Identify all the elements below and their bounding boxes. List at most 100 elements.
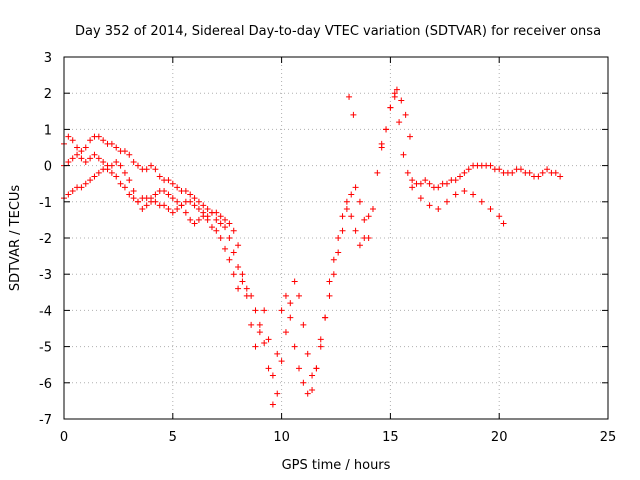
x-tick-label: 5 (169, 430, 177, 445)
y-tick-label: -2 (39, 232, 52, 247)
y-tick-label: -7 (39, 413, 52, 428)
data-point (226, 220, 233, 227)
data-point (322, 314, 329, 321)
data-point (182, 209, 189, 216)
data-point (274, 390, 281, 397)
data-point (148, 162, 155, 169)
x-tick-label: 10 (273, 430, 290, 445)
data-point (269, 401, 276, 408)
data-point (126, 151, 133, 158)
data-point (417, 180, 424, 187)
data-point (304, 350, 311, 357)
data-point (235, 242, 242, 249)
data-point (326, 278, 333, 285)
data-point (91, 173, 98, 180)
y-tick-label: 1 (44, 123, 52, 138)
data-point (243, 292, 250, 299)
data-point (130, 187, 137, 194)
data-point (222, 224, 229, 231)
data-point (404, 169, 411, 176)
data-point (152, 166, 159, 173)
x-tick-label: 0 (60, 430, 68, 445)
data-point (174, 198, 181, 205)
data-point (121, 169, 128, 176)
x-tick-label: 20 (491, 430, 508, 445)
data-point (222, 245, 229, 252)
data-point (487, 162, 494, 169)
data-point (287, 300, 294, 307)
y-tick-label: 3 (44, 51, 52, 66)
data-point (478, 198, 485, 205)
data-point (443, 180, 450, 187)
data-point (169, 180, 176, 187)
data-point (195, 206, 202, 213)
data-point (139, 206, 146, 213)
data-point (387, 104, 394, 111)
axis-ticks (63, 56, 609, 420)
data-point (265, 336, 272, 343)
data-point (452, 191, 459, 198)
data-point (282, 292, 289, 299)
data-point (365, 213, 372, 220)
data-point (435, 184, 442, 191)
data-point (213, 227, 220, 234)
data-point (435, 206, 442, 213)
data-point (165, 177, 172, 184)
data-point (195, 198, 202, 205)
data-point (230, 271, 237, 278)
data-point (65, 191, 72, 198)
data-point (374, 169, 381, 176)
data-point (65, 158, 72, 165)
data-point (361, 235, 368, 241)
data-point (409, 177, 416, 184)
data-point (426, 202, 433, 209)
data-point (113, 158, 120, 165)
data-point (426, 180, 433, 187)
data-point (496, 213, 503, 220)
data-point (165, 191, 172, 198)
data-point (252, 307, 259, 314)
data-point (217, 220, 224, 227)
y-tick-label: -3 (39, 268, 52, 283)
data-point (383, 126, 390, 133)
data-point (396, 119, 403, 126)
data-point (230, 249, 237, 256)
data-point (300, 321, 307, 328)
data-point (422, 177, 429, 184)
data-point (369, 206, 376, 213)
data-point (82, 158, 89, 165)
data-point (204, 213, 211, 220)
data-point (470, 191, 477, 198)
data-point (248, 321, 255, 328)
data-point (191, 220, 198, 227)
data-point (134, 198, 141, 205)
data-point (356, 198, 363, 205)
data-point (100, 137, 107, 144)
data-point (143, 202, 150, 209)
data-point (265, 365, 272, 372)
data-point (256, 321, 263, 328)
data-point (461, 187, 468, 194)
data-point (500, 220, 507, 227)
data-point (152, 198, 159, 205)
data-point (126, 177, 133, 184)
data-point (74, 144, 81, 151)
data-point (217, 235, 224, 241)
data-point (252, 343, 259, 350)
data-point (87, 177, 94, 184)
data-point (69, 137, 76, 144)
data-point (95, 133, 102, 140)
data-point (87, 137, 94, 144)
data-point (274, 350, 281, 357)
y-tick-label: -4 (39, 304, 52, 319)
data-point (121, 148, 128, 155)
data-point (113, 144, 120, 151)
data-point (465, 166, 472, 173)
data-point (487, 206, 494, 213)
data-point (291, 343, 298, 350)
data-point (239, 278, 246, 285)
data-point (278, 307, 285, 314)
data-point (126, 191, 133, 198)
data-point (208, 224, 215, 231)
